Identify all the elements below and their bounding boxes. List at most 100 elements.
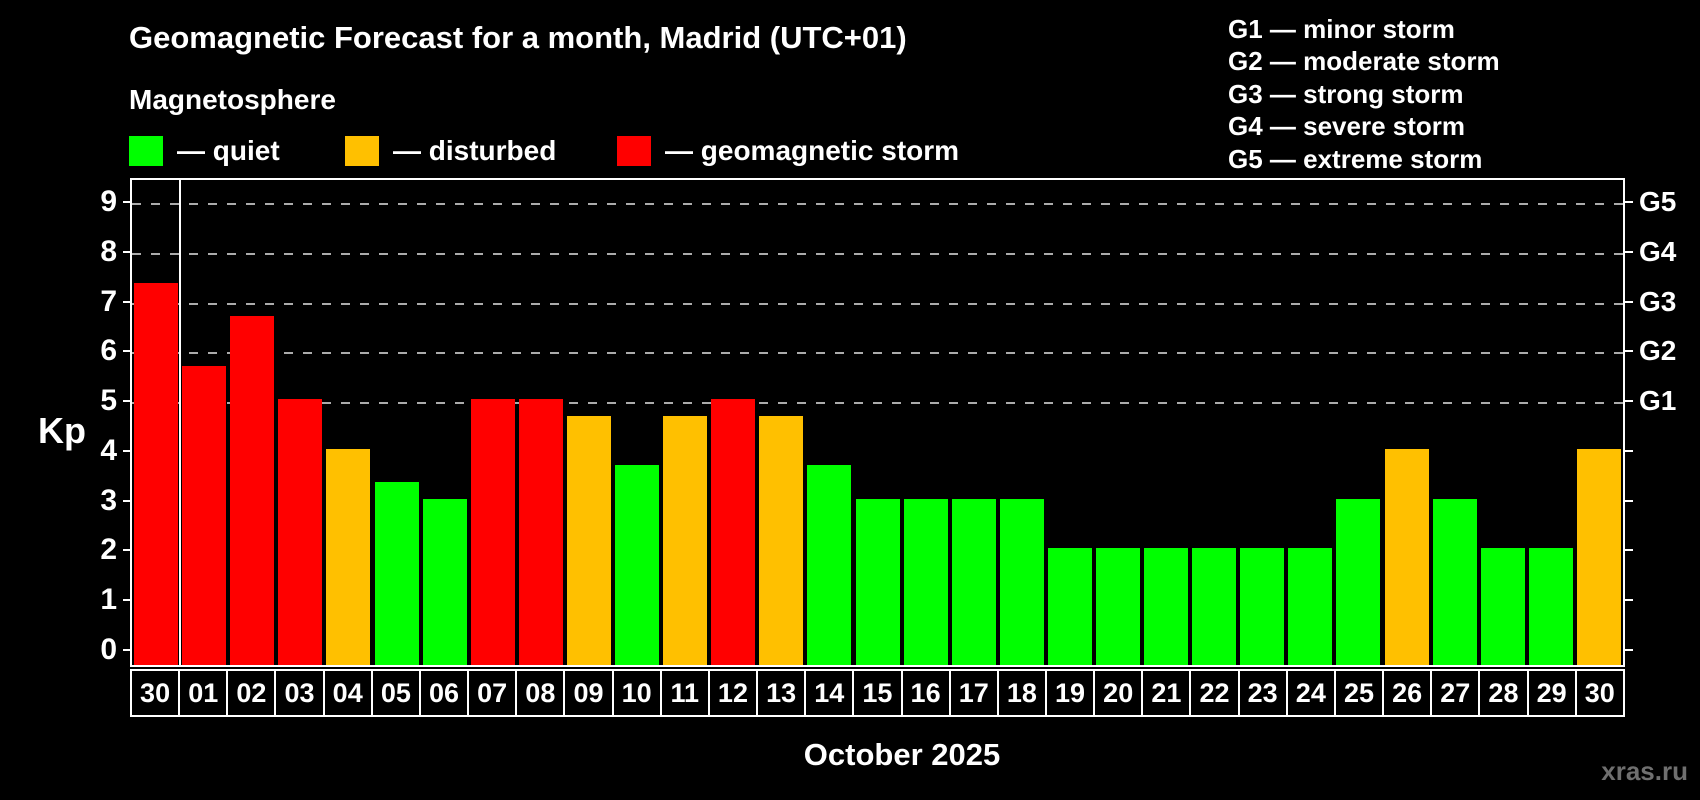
kp-axis-label: Kp <box>38 410 86 451</box>
bar-day-08 <box>518 399 563 665</box>
gridline-kp8 <box>132 252 1623 255</box>
right-tick-kp0 <box>1625 649 1633 651</box>
month-boundary-line <box>179 180 182 665</box>
legend-label-storm: — geomagnetic storm <box>665 135 960 166</box>
plot-area <box>130 178 1625 667</box>
legend-label-quiet: — quiet <box>177 135 280 166</box>
right-tick-kp3 <box>1625 499 1633 502</box>
left-tick-kp3 <box>123 499 130 502</box>
right-tick-kp2 <box>1625 549 1633 552</box>
bar-day-13 <box>759 415 804 665</box>
bar-day-03 <box>278 399 323 665</box>
bar-day-26 <box>1384 448 1429 665</box>
right-tick-kp5 <box>1625 400 1633 403</box>
bar-day-24 <box>1288 548 1333 665</box>
kp-tick-label-3: 3 <box>100 483 117 517</box>
left-tick-kp7 <box>123 300 130 303</box>
left-tick-kp9 <box>123 200 130 203</box>
day-label-16: 16 <box>900 669 951 717</box>
disturbed-swatch-icon <box>345 136 379 166</box>
left-tick-kp4 <box>123 449 130 452</box>
day-label-04: 04 <box>322 669 373 717</box>
left-tick-kp6 <box>123 350 130 353</box>
bar-day-21 <box>1144 548 1189 665</box>
day-label-03: 03 <box>274 669 325 717</box>
day-label-08: 08 <box>515 669 566 717</box>
left-tick-kp5 <box>123 400 130 403</box>
g-scale-legend: G1 — minor storm G2 — moderate storm G3 — … <box>1228 13 1500 175</box>
g-legend-line-3: G3 — strong storm <box>1228 78 1464 109</box>
bar-day-05 <box>374 482 419 665</box>
kp-tick-label-9: 9 <box>100 184 117 218</box>
g-axis-label-G4: G4 <box>1639 235 1677 267</box>
magnetosphere-label: Magnetosphere <box>129 84 336 115</box>
bar-day-15 <box>855 498 900 665</box>
bar-day-07 <box>470 399 515 665</box>
legend-label-disturbed: — disturbed <box>393 135 557 166</box>
bar-day-28 <box>1480 548 1525 665</box>
bar-day-23 <box>1240 548 1285 665</box>
day-label-13: 13 <box>756 669 807 717</box>
chart-title: Geomagnetic Forecast for a month, Madrid… <box>129 20 907 55</box>
g-legend-line-1: G1 — minor storm <box>1228 14 1455 44</box>
day-label-06: 06 <box>418 669 470 717</box>
g-legend-line-4: G4 — severe storm <box>1228 111 1466 142</box>
bar-day-19 <box>1047 548 1092 665</box>
day-label-27: 27 <box>1430 669 1481 717</box>
bar-day-30 <box>1576 448 1621 665</box>
right-tick-kp9 <box>1625 200 1633 203</box>
right-tick-kp1 <box>1625 599 1633 602</box>
day-label-28: 28 <box>1478 669 1529 717</box>
day-label-02: 02 <box>226 669 277 717</box>
storm-swatch-icon <box>617 136 651 166</box>
bar-day-06 <box>422 498 467 665</box>
bar-day-12 <box>711 399 756 665</box>
bar-day-16 <box>903 498 948 665</box>
right-tick-kp8 <box>1625 250 1633 253</box>
kp-tick-label-7: 7 <box>100 284 117 318</box>
left-tick-kp1 <box>123 599 130 602</box>
day-label-14: 14 <box>804 669 855 717</box>
bar-day-29 <box>1528 548 1573 665</box>
g-axis-label-G2: G2 <box>1639 335 1677 367</box>
bar-day-22 <box>1192 548 1237 665</box>
kp-tick-label-1: 1 <box>100 583 117 617</box>
day-label-26: 26 <box>1382 669 1433 717</box>
day-label-23: 23 <box>1237 669 1288 717</box>
g-legend-line-2: G2 — moderate storm <box>1228 46 1500 77</box>
day-label-29: 29 <box>1526 669 1577 717</box>
day-label-15: 15 <box>852 669 903 717</box>
g-axis-label-G3: G3 <box>1639 285 1677 317</box>
day-label-01: 01 <box>178 669 229 717</box>
right-tick-kp7 <box>1625 300 1633 303</box>
left-tick-kp8 <box>123 250 130 253</box>
legend-item-storm: — geomagnetic storm <box>617 135 959 167</box>
gridline-kp7 <box>132 302 1623 305</box>
day-label-05: 05 <box>370 669 421 717</box>
gridline-kp6 <box>132 352 1623 355</box>
bar-day-30 <box>134 283 179 665</box>
bar-day-20 <box>1095 548 1140 665</box>
month-label: October 2025 <box>803 737 1001 772</box>
day-label-24: 24 <box>1285 669 1336 717</box>
kp-tick-label-2: 2 <box>100 533 117 567</box>
kp-tick-label-6: 6 <box>100 334 117 368</box>
bar-day-25 <box>1336 498 1381 665</box>
day-label-30: 30 <box>1574 669 1625 717</box>
bar-day-11 <box>663 415 708 665</box>
gridline-kp9 <box>132 202 1623 205</box>
day-labels-row: 30 01 02 03 04 05 06 07 08 09 10 11 12 13 14 15 16 17 18 19… <box>130 669 1625 717</box>
watermark: xras.ru <box>1601 756 1688 786</box>
day-label-20: 20 <box>1093 669 1144 717</box>
day-label-11: 11 <box>659 669 710 717</box>
kp-tick-label-4: 4 <box>100 433 117 467</box>
g-axis-label-G5: G5 <box>1639 185 1677 217</box>
kp-tick-label-8: 8 <box>100 234 117 268</box>
legend-item-quiet: — quiet <box>129 135 280 167</box>
bar-day-02 <box>230 315 275 665</box>
bar-day-27 <box>1432 498 1477 665</box>
g-legend-line-5: G5 — extreme storm <box>1228 143 1483 174</box>
day-label-21: 21 <box>1141 669 1192 717</box>
legend-item-disturbed: — disturbed <box>345 135 556 167</box>
day-label-12: 12 <box>707 669 759 717</box>
